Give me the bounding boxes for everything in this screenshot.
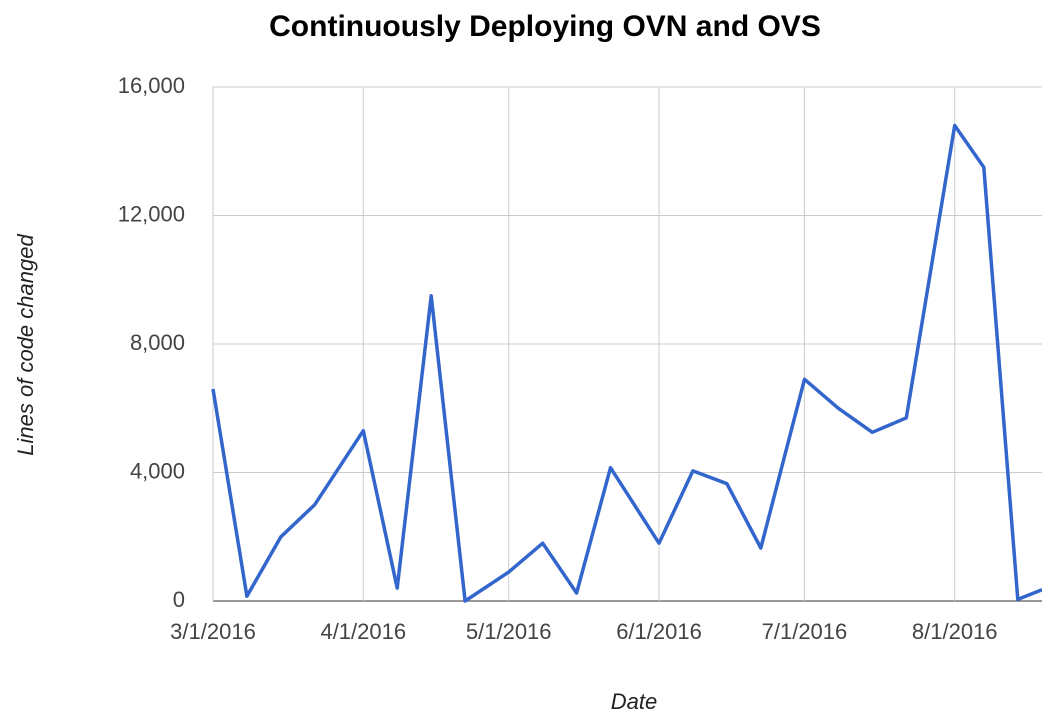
y-tick-label: 8,000 — [130, 330, 185, 355]
x-tick-label: 8/1/2016 — [912, 619, 998, 644]
y-tick-label: 16,000 — [118, 73, 185, 98]
chart-title: Continuously Deploying OVN and OVS — [269, 10, 821, 43]
x-tick-label: 3/1/2016 — [170, 619, 256, 644]
x-tick-label: 6/1/2016 — [616, 619, 702, 644]
y-axis-title: Lines of code changed — [13, 234, 38, 456]
x-tick-label: 7/1/2016 — [762, 619, 848, 644]
y-tick-label: 12,000 — [118, 201, 185, 226]
x-tick-label: 5/1/2016 — [466, 619, 552, 644]
x-tick-label: 4/1/2016 — [320, 619, 406, 644]
y-tick-label: 0 — [173, 587, 185, 612]
y-tick-label: 4,000 — [130, 458, 185, 483]
x-axis-title: Date — [611, 689, 657, 714]
data-line — [211, 123, 1042, 603]
